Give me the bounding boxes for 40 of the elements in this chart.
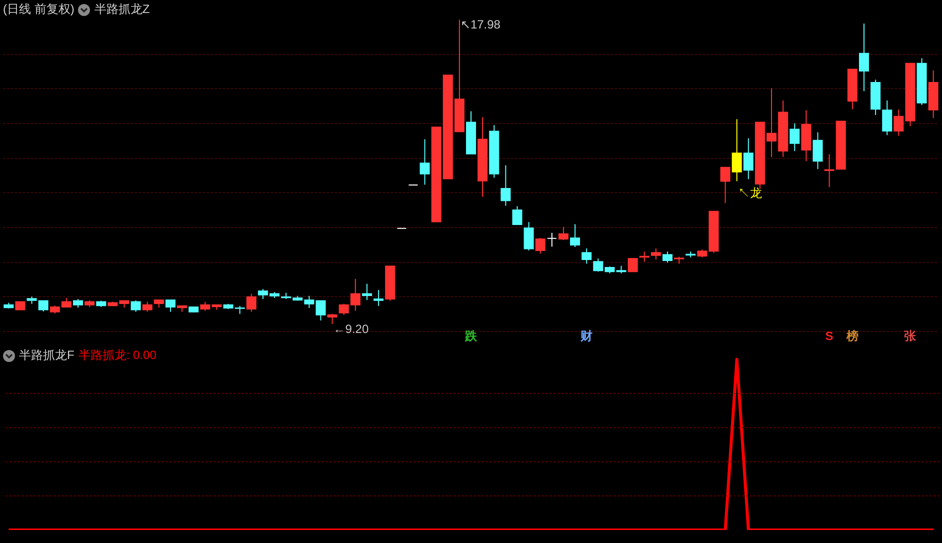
candlestick <box>639 251 650 262</box>
candlestick <box>524 222 534 251</box>
candlestick <box>628 258 638 272</box>
candlestick <box>165 300 176 312</box>
candlestick <box>512 206 522 226</box>
annotation: 张 <box>904 329 918 343</box>
candlestick <box>662 251 672 264</box>
annotation: 跌 <box>464 329 478 343</box>
candlestick <box>790 122 800 152</box>
candlestick <box>650 248 661 260</box>
annotation: ←9.20 <box>333 322 369 336</box>
chart-title: 半路抓龙F <box>19 347 74 364</box>
candlestick <box>246 293 256 312</box>
candlestick <box>582 248 592 264</box>
candlestick <box>570 224 580 248</box>
candlestick <box>535 238 546 254</box>
candlestick <box>546 232 557 248</box>
annotation: 半路抓龙: 0.00 <box>78 347 156 364</box>
annotation: ↖17.98 <box>460 18 501 32</box>
candlestick <box>327 313 338 324</box>
candlestick <box>824 154 834 188</box>
candlestick <box>882 100 892 136</box>
candlestick <box>420 138 430 186</box>
candlestick <box>130 300 141 312</box>
chart-title: (日线 前复权) <box>3 1 74 18</box>
chart-subtitle: 半路抓龙Z <box>94 1 150 18</box>
candlestick <box>142 301 152 312</box>
annotation: ↖龙 <box>738 186 762 200</box>
candlestick <box>858 23 869 92</box>
candlestick <box>500 164 511 206</box>
annotation: 榜 <box>845 329 858 343</box>
annotation: 财 <box>580 329 593 343</box>
candlestick <box>743 138 754 180</box>
candlestick <box>374 289 384 306</box>
candlestick <box>720 166 730 204</box>
candlestick <box>362 283 372 301</box>
candlestick <box>558 226 568 241</box>
candlestick <box>732 118 742 182</box>
candlestick <box>812 132 823 170</box>
annotation: S <box>825 329 834 343</box>
